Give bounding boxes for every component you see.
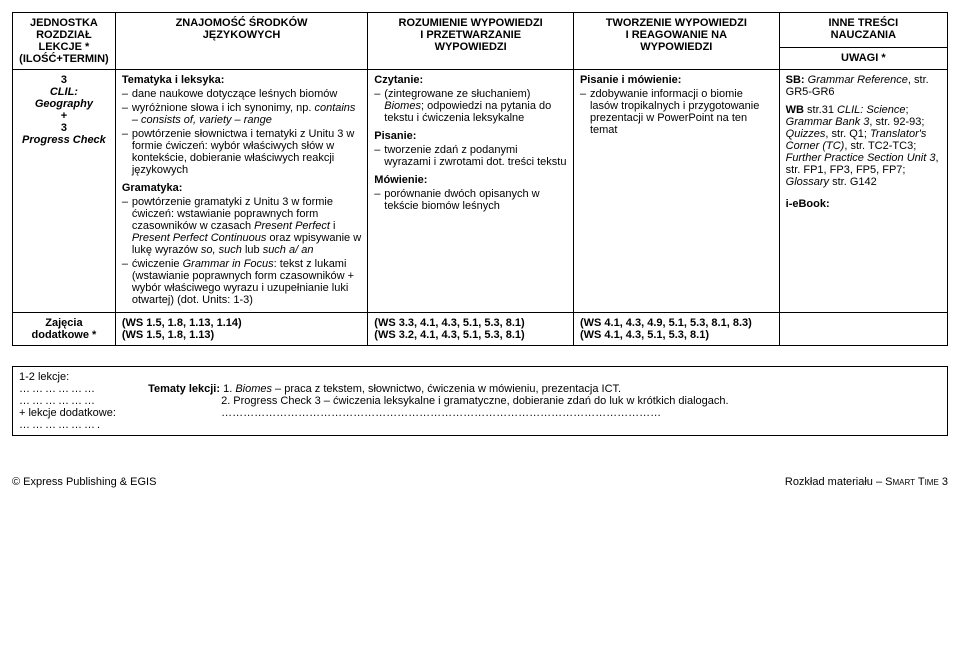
tematyka-item: dane naukowe dotyczące leśnych biomów bbox=[132, 88, 361, 100]
ws-cell-5 bbox=[779, 313, 947, 346]
cell-twor: Pisanie i mówienie: zdobywanie informacj… bbox=[573, 70, 779, 313]
page-footer: © Express Publishing & EGIS Rozkład mate… bbox=[12, 476, 948, 488]
cell-znaj: Tematyka i leksyka: dane naukowe dotyczą… bbox=[115, 70, 367, 313]
topic-line-dots: ………………………………………………………………………………………………………… bbox=[148, 407, 941, 419]
gramatyka-list: powtórzenie gramatyki z Unitu 3 w formie… bbox=[122, 196, 361, 306]
zajecia-label: Zajęcia dodatkowe * bbox=[13, 313, 116, 346]
topic-line-1: Tematy lekcji: 1. Biomes – praca z tekst… bbox=[148, 383, 941, 395]
unit-geography: Geography bbox=[19, 98, 109, 110]
topics-left: 1-2 lekcje: ……………… ……………… + lekcje dodat… bbox=[19, 371, 148, 431]
header-znaj: ZNAJOMOŚĆ ŚRODKÓW JĘZYKOWYCH bbox=[115, 13, 367, 70]
mowienie-item: porównanie dwóch opisanych w tekście bio… bbox=[384, 188, 567, 212]
pm-header: Pisanie i mówienie: bbox=[580, 74, 773, 86]
header-roz: ROZUMIENIE WYPOWIEDZI I PRZETWARZANIE WY… bbox=[368, 13, 574, 70]
unit-num2: 3 bbox=[19, 122, 109, 134]
unit-clil: CLIL: bbox=[19, 86, 109, 98]
ws-cell-4: (WS 4.1, 4.3, 4.9, 5.1, 5.3, 8.1, 8.3) (… bbox=[573, 313, 779, 346]
pisanie-header: Pisanie: bbox=[374, 130, 567, 142]
gramatyka-header: Gramatyka: bbox=[122, 182, 361, 194]
dots-line: ………………. bbox=[19, 419, 148, 431]
header-twor: TWORZENIE WYPOWIEDZI I REAGOWANIE NA WYP… bbox=[573, 13, 779, 70]
tematyka-item: powtórzenie słownictwa i tematyki z Unit… bbox=[132, 128, 361, 176]
pisanie-item: tworzenie zdań z podanymi wyrazami i zwr… bbox=[384, 144, 567, 168]
ws-row: Zajęcia dodatkowe * (WS 1.5, 1.8, 1.13, … bbox=[13, 313, 948, 346]
header-uwagi: UWAGI * bbox=[779, 47, 947, 69]
footer-left: © Express Publishing & EGIS bbox=[12, 476, 156, 488]
header-row: JEDNOSTKA ROZDZIAŁ LEKCJE * (ILOŚĆ+TERMI… bbox=[13, 13, 948, 48]
lekcje-count: 1-2 lekcje: bbox=[19, 371, 148, 383]
topics-right: Tematy lekcji: 1. Biomes – praca z tekst… bbox=[148, 371, 941, 431]
czytanie-header: Czytanie: bbox=[374, 74, 567, 86]
sb-line: SB: Grammar Reference, str. GR5-GR6 bbox=[786, 74, 941, 98]
content-row: 3 CLIL: Geography + 3 Progress Check Tem… bbox=[13, 70, 948, 313]
unit-progress: Progress Check bbox=[19, 134, 109, 146]
unit-num1: 3 bbox=[19, 74, 109, 86]
ws-cell-2: (WS 1.5, 1.8, 1.13, 1.14) (WS 1.5, 1.8, … bbox=[115, 313, 367, 346]
mowienie-header: Mówienie: bbox=[374, 174, 567, 186]
gramatyka-item: powtórzenie gramatyki z Unitu 3 w formie… bbox=[132, 196, 361, 256]
footer-right: Rozkład materiału – Smart Time 3 bbox=[785, 476, 948, 488]
header-unit: JEDNOSTKA ROZDZIAŁ LEKCJE * (ILOŚĆ+TERMI… bbox=[13, 13, 116, 70]
cell-roz: Czytanie: (zintegrowane ze słuchaniem) B… bbox=[368, 70, 574, 313]
gramatyka-item: ćwiczenie Grammar in Focus: tekst z luka… bbox=[132, 258, 361, 306]
iebook-line: i-eBook: bbox=[786, 198, 941, 210]
header-inne: INNE TREŚCI NAUCZANIA bbox=[779, 13, 947, 48]
pisanie-list: tworzenie zdań z podanymi wyrazami i zwr… bbox=[374, 144, 567, 168]
tematyka-list: dane naukowe dotyczące leśnych biomów wy… bbox=[122, 88, 361, 176]
dots-line: ……………… bbox=[19, 395, 148, 407]
curriculum-table: JEDNOSTKA ROZDZIAŁ LEKCJE * (ILOŚĆ+TERMI… bbox=[12, 12, 948, 346]
czytanie-list: (zintegrowane ze słuchaniem) Biomes; odp… bbox=[374, 88, 567, 124]
cell-inne: SB: Grammar Reference, str. GR5-GR6 WB s… bbox=[779, 70, 947, 313]
mowienie-list: porównanie dwóch opisanych w tekście bio… bbox=[374, 188, 567, 212]
topic-line-2: 2. Progress Check 3 – ćwiczenia leksykal… bbox=[148, 395, 941, 407]
unit-plus: + bbox=[19, 110, 109, 122]
dots-line: ……………… bbox=[19, 383, 148, 395]
lekcje-dod: + lekcje dodatkowe: bbox=[19, 407, 148, 419]
wb-line: WB str.31 CLIL: Science; Grammar Bank 3,… bbox=[786, 104, 941, 188]
tematyka-item: wyróżnione słowa i ich synonimy, np. con… bbox=[132, 102, 361, 126]
pm-list: zdobywanie informacji o biomie lasów tro… bbox=[580, 88, 773, 136]
czytanie-item: (zintegrowane ze słuchaniem) Biomes; odp… bbox=[384, 88, 567, 124]
pm-item: zdobywanie informacji o biomie lasów tro… bbox=[590, 88, 773, 136]
tematyka-header: Tematyka i leksyka: bbox=[122, 74, 361, 86]
cell-unit: 3 CLIL: Geography + 3 Progress Check bbox=[13, 70, 116, 313]
topics-block: 1-2 lekcje: ……………… ……………… + lekcje dodat… bbox=[12, 366, 948, 436]
ws-cell-3: (WS 3.3, 4.1, 4.3, 5.1, 5.3, 8.1) (WS 3.… bbox=[368, 313, 574, 346]
